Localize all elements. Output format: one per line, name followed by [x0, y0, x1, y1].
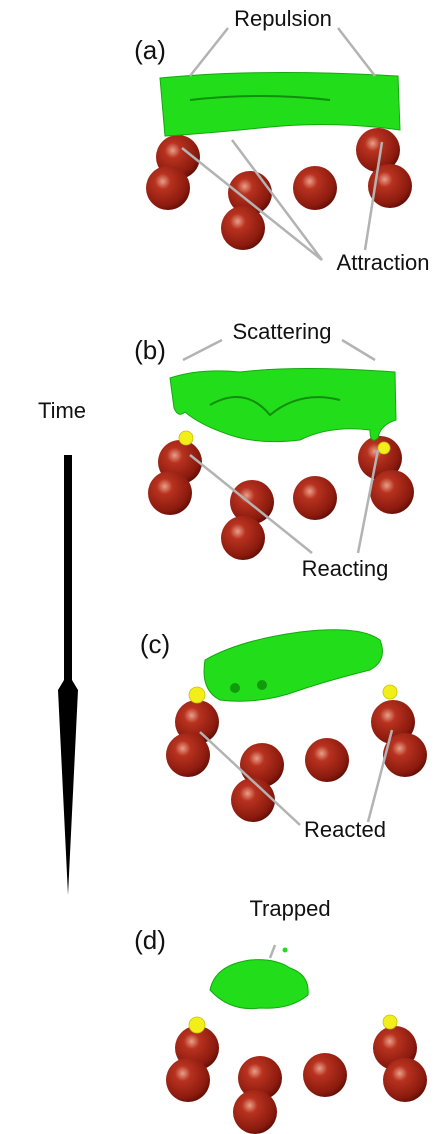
atom — [356, 128, 400, 172]
annotation: Reacting — [302, 556, 389, 581]
atom — [293, 476, 337, 520]
panel-label: (c) — [140, 629, 170, 659]
atom — [175, 700, 219, 744]
atom — [238, 1056, 282, 1100]
atom — [371, 700, 415, 744]
atom — [231, 778, 275, 822]
atom — [166, 733, 210, 777]
atom — [370, 470, 414, 514]
atom — [303, 1053, 347, 1097]
atom — [146, 166, 190, 210]
atom — [221, 206, 265, 250]
density-blob — [209, 959, 309, 1010]
annotation: Trapped — [249, 896, 330, 921]
panel-label: (b) — [134, 335, 166, 365]
annotation: Repulsion — [234, 6, 332, 31]
atom — [383, 1058, 427, 1102]
atom — [368, 164, 412, 208]
atom — [305, 738, 349, 782]
panel-b: (b) Scattering Reacting — [134, 319, 414, 581]
time-arrow — [58, 455, 78, 895]
atom — [383, 733, 427, 777]
atom — [228, 171, 272, 215]
atom — [293, 166, 337, 210]
panel-d: (d) Trapped — [134, 896, 427, 1134]
density-blob — [203, 629, 383, 702]
time-label: Time — [38, 398, 86, 423]
atom — [148, 471, 192, 515]
atom — [233, 1090, 277, 1134]
panel-c: (c) Reacted — [140, 629, 427, 842]
annotation: Scattering — [232, 319, 331, 344]
panel-label: (a) — [134, 35, 166, 65]
atom — [240, 743, 284, 787]
annotation: Attraction — [337, 250, 430, 275]
atom — [221, 516, 265, 560]
annotation: Reacted — [304, 817, 386, 842]
panel-label: (d) — [134, 925, 166, 955]
density-slab — [159, 71, 401, 137]
atom — [358, 436, 402, 480]
atom — [166, 1058, 210, 1102]
panel-a: (a) Repulsion Attraction — [134, 6, 429, 275]
